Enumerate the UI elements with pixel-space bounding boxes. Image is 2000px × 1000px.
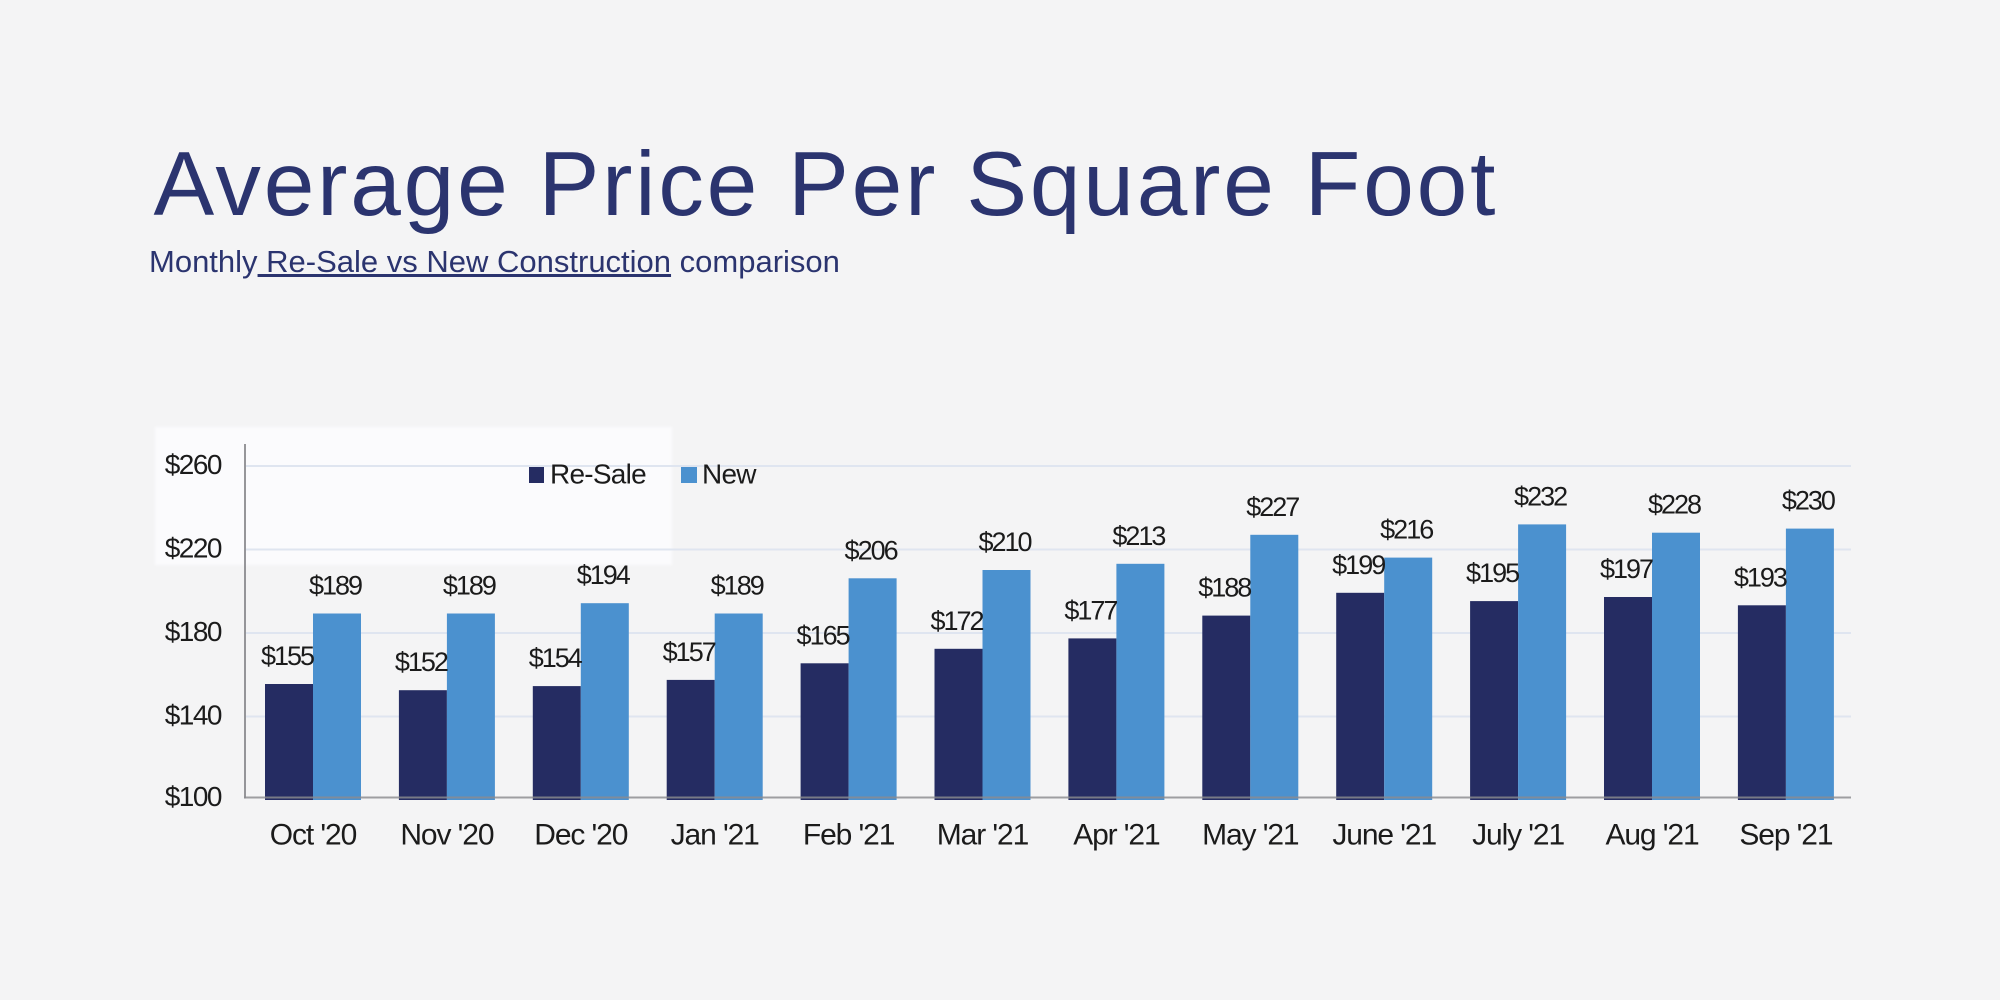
svg-text:$165: $165 <box>797 620 850 650</box>
svg-text:$140: $140 <box>165 700 222 731</box>
svg-text:New: New <box>702 459 757 490</box>
svg-text:Sep '21: Sep '21 <box>1739 819 1833 852</box>
svg-text:May '21: May '21 <box>1202 819 1299 852</box>
svg-text:$210: $210 <box>978 527 1031 557</box>
svg-text:July '21: July '21 <box>1472 819 1564 852</box>
svg-text:$220: $220 <box>165 533 222 564</box>
svg-text:$194: $194 <box>577 560 631 590</box>
svg-text:$180: $180 <box>165 616 222 647</box>
svg-text:Apr '21: Apr '21 <box>1073 819 1160 852</box>
svg-text:Jan '21: Jan '21 <box>671 819 760 852</box>
svg-text:Mar '21: Mar '21 <box>937 819 1029 852</box>
svg-text:$177: $177 <box>1064 595 1117 625</box>
svg-text:$157: $157 <box>663 637 716 667</box>
svg-text:$189: $189 <box>309 571 362 601</box>
svg-text:June '21: June '21 <box>1332 819 1436 852</box>
svg-text:$100: $100 <box>165 781 222 812</box>
svg-text:$199: $199 <box>1332 550 1385 580</box>
svg-text:Re-Sale: Re-Sale <box>550 459 646 490</box>
svg-text:$189: $189 <box>443 571 496 601</box>
svg-text:$152: $152 <box>395 647 448 677</box>
svg-text:$197: $197 <box>1600 554 1653 584</box>
svg-text:$193: $193 <box>1734 562 1787 592</box>
svg-text:$232: $232 <box>1514 481 1567 511</box>
svg-text:$227: $227 <box>1246 492 1299 522</box>
svg-text:$216: $216 <box>1380 515 1433 545</box>
svg-text:$195: $195 <box>1466 558 1519 588</box>
svg-text:Dec '20: Dec '20 <box>534 819 627 852</box>
svg-text:$213: $213 <box>1112 521 1165 551</box>
svg-text:$228: $228 <box>1648 490 1701 520</box>
svg-text:$154: $154 <box>529 643 583 673</box>
svg-text:$230: $230 <box>1782 486 1835 516</box>
svg-text:Feb '21: Feb '21 <box>803 819 895 852</box>
svg-text:Nov '20: Nov '20 <box>400 819 493 852</box>
svg-text:$172: $172 <box>930 606 983 636</box>
svg-text:$189: $189 <box>711 571 764 601</box>
svg-text:$155: $155 <box>261 641 314 671</box>
svg-text:$206: $206 <box>845 535 898 565</box>
svg-text:Aug '21: Aug '21 <box>1605 819 1699 852</box>
svg-text:Oct '20: Oct '20 <box>270 819 357 852</box>
svg-text:$188: $188 <box>1198 573 1251 603</box>
svg-text:$260: $260 <box>165 449 222 480</box>
